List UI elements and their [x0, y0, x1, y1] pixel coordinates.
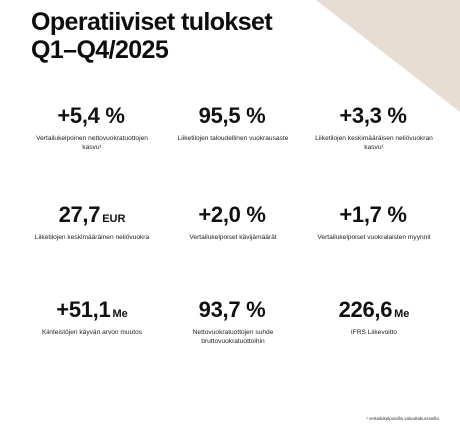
metric-label: IFRS Liikevoitto	[350, 329, 398, 336]
metric-value: +51,1 Me	[56, 297, 128, 322]
metric-label: Liiketilojen keskimääräinen neliövuokra	[34, 234, 150, 241]
metric-label: Liiketilojen keskimääräisen neliövuokran…	[315, 135, 433, 151]
metric-label: Liiketilojen taloudellinen vuokrausaste	[177, 135, 289, 142]
metric-2: 95,5 % Liiketilojen taloudellinen vuokra…	[163, 104, 303, 144]
title-line-1: Operatiiviset tulokset	[31, 8, 273, 36]
metric-label: Vertailukelpoiset vuokralaisten myynnit	[317, 234, 431, 241]
metric-label: Vertailukelpoinen nettovuokratuottojen k…	[36, 135, 148, 151]
metric-7: +51,1 Me Kiinteistöjen käyvän arvon muuto…	[22, 298, 162, 338]
metric-3: +3,3 % Liiketilojen keskimääräisen neliö…	[304, 104, 444, 152]
metric-6: +1,7 % Vertailukelpoiset vuokralaisten m…	[304, 203, 444, 243]
metric-label: Vertailukelpoiset kävijämäärät	[189, 234, 277, 241]
metric-4: 27,7 EUR Liiketilojen keskimääräinen neli…	[22, 203, 162, 243]
metric-label: Nettovuokratuottojen suhde bruttovuokrat…	[192, 329, 274, 345]
metric-value: 93,7 %	[198, 297, 266, 322]
metric-5: +2,0 % Vertailukelpoiset kävijämäärät	[163, 203, 303, 243]
metric-value: 27,7 EUR	[58, 202, 126, 227]
metric-value: +1,7 %	[339, 202, 407, 227]
metric-value: +3,3 %	[339, 103, 407, 128]
metric-8: 93,7 % Nettovuokratuottojen suhde brutto…	[163, 298, 303, 346]
metric-value: +5,4 %	[57, 103, 125, 128]
metric-9: 226,6 Me IFRS Liikevoitto	[304, 298, 444, 338]
metric-value: 226,6 Me	[338, 297, 410, 322]
metric-label: Kiinteistöjen käyvän arvon muutos	[41, 329, 143, 336]
metric-1: +5,4 % Vertailukelpoinen nettovuokratuot…	[22, 104, 162, 152]
footnote: ¹ vertailukelpoisilla valuuttakursseilla…	[366, 416, 440, 421]
metric-value: 95,5 %	[198, 103, 266, 128]
title-line-2: Q1–Q4/2025	[31, 36, 169, 64]
page-title: Operatiiviset tulokset Q1–Q4/2025	[31, 8, 273, 64]
metric-value: +2,0 %	[198, 202, 266, 227]
